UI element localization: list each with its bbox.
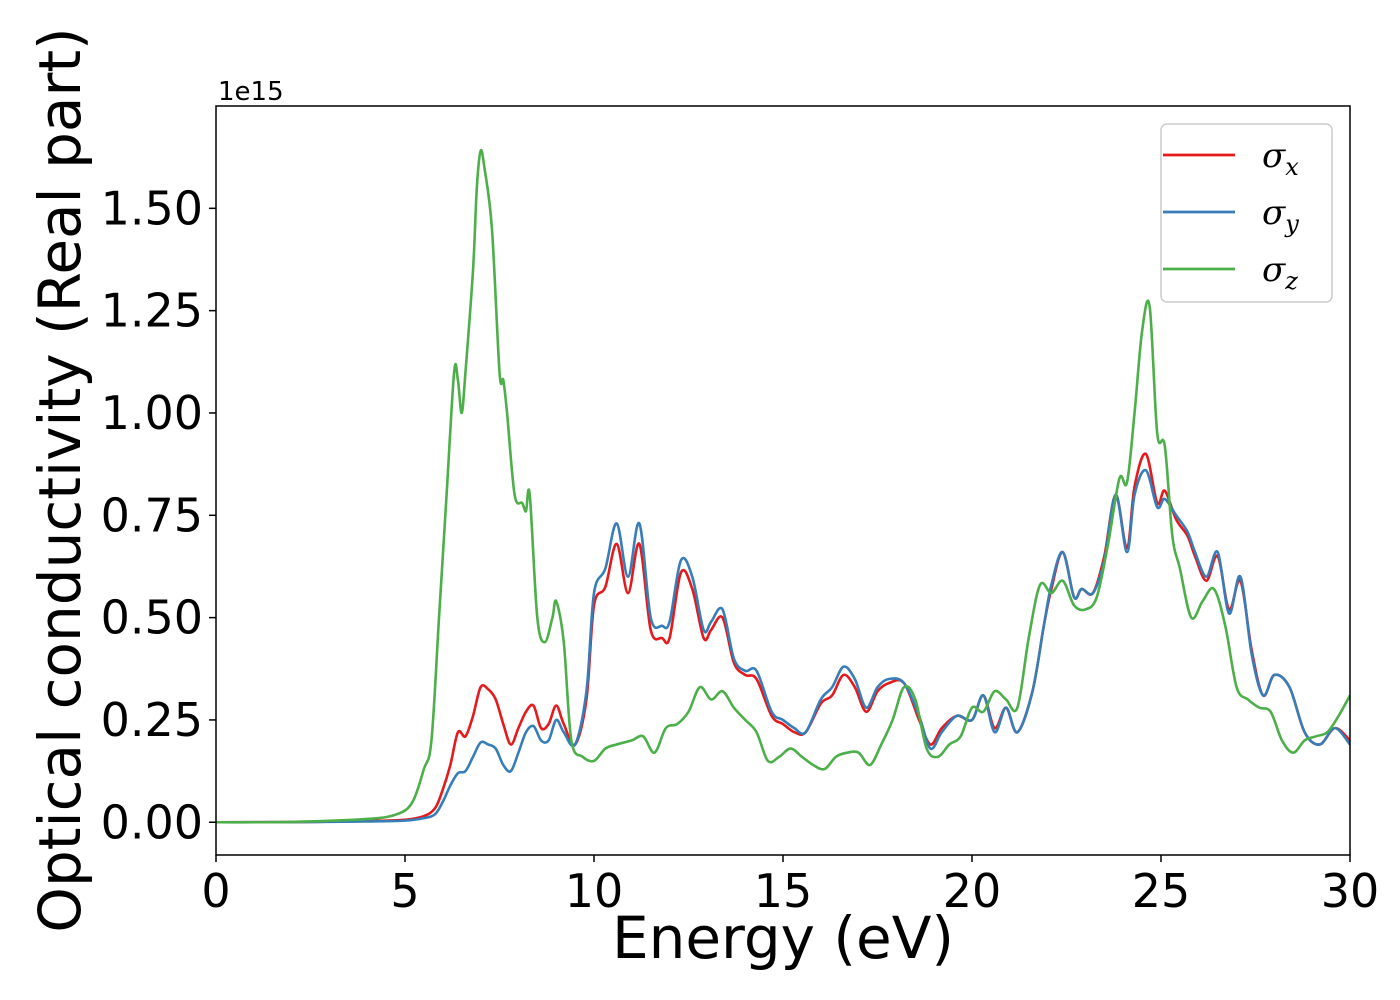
y-tick-label: 1.25 (101, 284, 203, 338)
y-tick-label: 1.00 (101, 386, 203, 440)
x-axis-ticks: 0 5 10 15 20 25 30 (201, 855, 1379, 918)
y-axis-title: Optical conductivity (Real part) (26, 27, 94, 932)
legend-label-sigma-y: σy (1262, 193, 1299, 238)
x-tick-label: 20 (943, 864, 1002, 918)
y-tick-label: 0.50 (101, 591, 203, 645)
x-tick-label: 30 (1321, 864, 1380, 918)
legend-box (1160, 123, 1333, 303)
x-axis-title: Energy (eV) (612, 904, 954, 972)
series-line-sigma-y (216, 468, 1350, 824)
x-tick-label: 15 (754, 864, 813, 918)
y-tick-label: 1.50 (101, 181, 203, 235)
x-tick-label: 10 (565, 864, 624, 918)
y-axis-ticks: 0.00 0.25 0.50 0.75 1.00 1.25 1.50 (101, 181, 216, 849)
series-line-sigma-z (216, 148, 1350, 824)
y-axis-offset-text: 1e15 (218, 77, 284, 107)
y-tick-label: 0.00 (101, 795, 203, 849)
legend: σx σy σz (1160, 123, 1333, 303)
series-layer (216, 148, 1350, 824)
x-tick-label: 25 (1132, 864, 1191, 918)
y-tick-label: 0.25 (101, 693, 203, 747)
x-tick-label: 0 (201, 864, 230, 918)
y-tick-label: 0.75 (101, 488, 203, 542)
legend-label-sigma-z: σz (1262, 250, 1298, 295)
legend-label-sigma-x: σx (1262, 136, 1299, 181)
x-tick-label: 5 (390, 864, 419, 918)
